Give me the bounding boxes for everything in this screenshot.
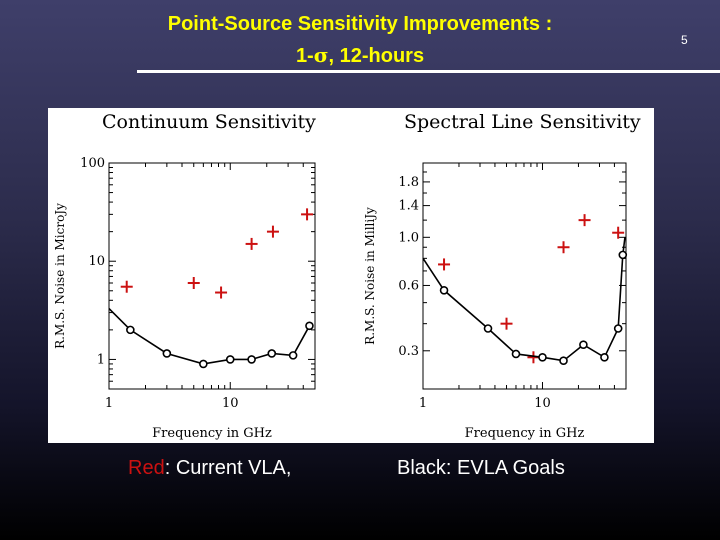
caption-red-text: : Current VLA, — [164, 457, 292, 479]
y-tick-label: 10 — [88, 254, 105, 269]
y-tick-label: 1.8 — [398, 175, 419, 190]
charts-svg: Continuum Sensitivity 1 10 1 10 100 Frequency … — [53, 111, 641, 441]
vla-point — [215, 286, 228, 299]
evla-point — [199, 359, 208, 369]
y-tick-label: 1.4 — [398, 199, 419, 214]
evla-point — [288, 351, 298, 360]
slide-number: 5 — [681, 33, 688, 47]
evla-point — [439, 285, 449, 295]
y-tick-label: 100 — [80, 156, 105, 171]
series-line — [108, 307, 311, 365]
vla-point — [301, 208, 314, 221]
caption-evla: Black: EVLA Goals — [397, 457, 565, 479]
caption-red-label: Red — [128, 457, 165, 479]
x-axis-label: Frequency in GHz — [465, 426, 585, 441]
figure-panel: Continuum Sensitivity 1 10 1 10 100 Frequency … — [48, 108, 654, 443]
slide-subtitle: 1-σ, 12-hours — [0, 43, 720, 68]
vla-point — [500, 317, 513, 330]
evla-point — [559, 356, 568, 366]
evla-point — [267, 349, 277, 358]
chart-1: Continuum Sensitivity 1 10 1 10 100 Frequency … — [53, 111, 316, 441]
evla-point — [247, 355, 256, 364]
y-tick-label: 1 — [97, 352, 105, 367]
y-tick-label: 1.0 — [398, 230, 419, 245]
series-line — [422, 237, 626, 362]
x-tick-label: 10 — [222, 396, 239, 411]
vla-point — [612, 226, 625, 239]
evla-point — [225, 355, 235, 364]
x-tick-label: 1 — [419, 396, 427, 411]
evla-point — [618, 250, 628, 260]
y-tick-label: 0.6 — [398, 278, 419, 293]
vla-point — [438, 258, 451, 271]
vla-point — [245, 237, 258, 250]
evla-point — [613, 324, 623, 333]
evla-point — [579, 340, 588, 350]
vla-point — [557, 241, 570, 254]
vla-point — [578, 214, 591, 227]
vla-point — [266, 225, 279, 238]
series-circle — [108, 307, 314, 369]
title-divider — [137, 70, 720, 73]
x-tick-label: 1 — [105, 396, 113, 411]
sigma-symbol: σ — [313, 43, 329, 67]
vla-point — [120, 280, 133, 293]
evla-point — [483, 324, 493, 333]
evla-point — [126, 325, 135, 335]
y-axis-label: R.M.S. Noise in MilliJy — [363, 207, 377, 345]
y-axis-label: R.M.S. Noise in MicroJy — [53, 203, 67, 349]
series-circle — [422, 237, 628, 366]
evla-point — [305, 321, 314, 331]
caption-vla: Red: Current VLA, — [128, 457, 291, 480]
series-plus — [120, 208, 314, 299]
subtitle-prefix: 1- — [295, 45, 314, 67]
y-tick-label: 0.3 — [398, 344, 419, 359]
chart-title: Continuum Sensitivity — [102, 111, 316, 133]
slide-title: Point-Source Sensitivity Improvements : — [167, 13, 553, 35]
evla-point — [538, 352, 547, 362]
evla-point — [600, 352, 609, 362]
x-axis-label: Frequency in GHz — [152, 426, 272, 441]
series-plus — [438, 214, 625, 364]
x-tick-label: 10 — [534, 396, 551, 411]
vla-point — [187, 277, 200, 290]
evla-point — [511, 349, 521, 359]
chart-2: Spectral Line Sensitivity 1 10 0.3 0.6 1.0 1.4… — [363, 111, 641, 441]
chart-title: Spectral Line Sensitivity — [404, 111, 641, 133]
subtitle-suffix: , 12-hours — [328, 45, 425, 67]
evla-point — [162, 349, 172, 358]
plot-frame — [422, 162, 627, 390]
